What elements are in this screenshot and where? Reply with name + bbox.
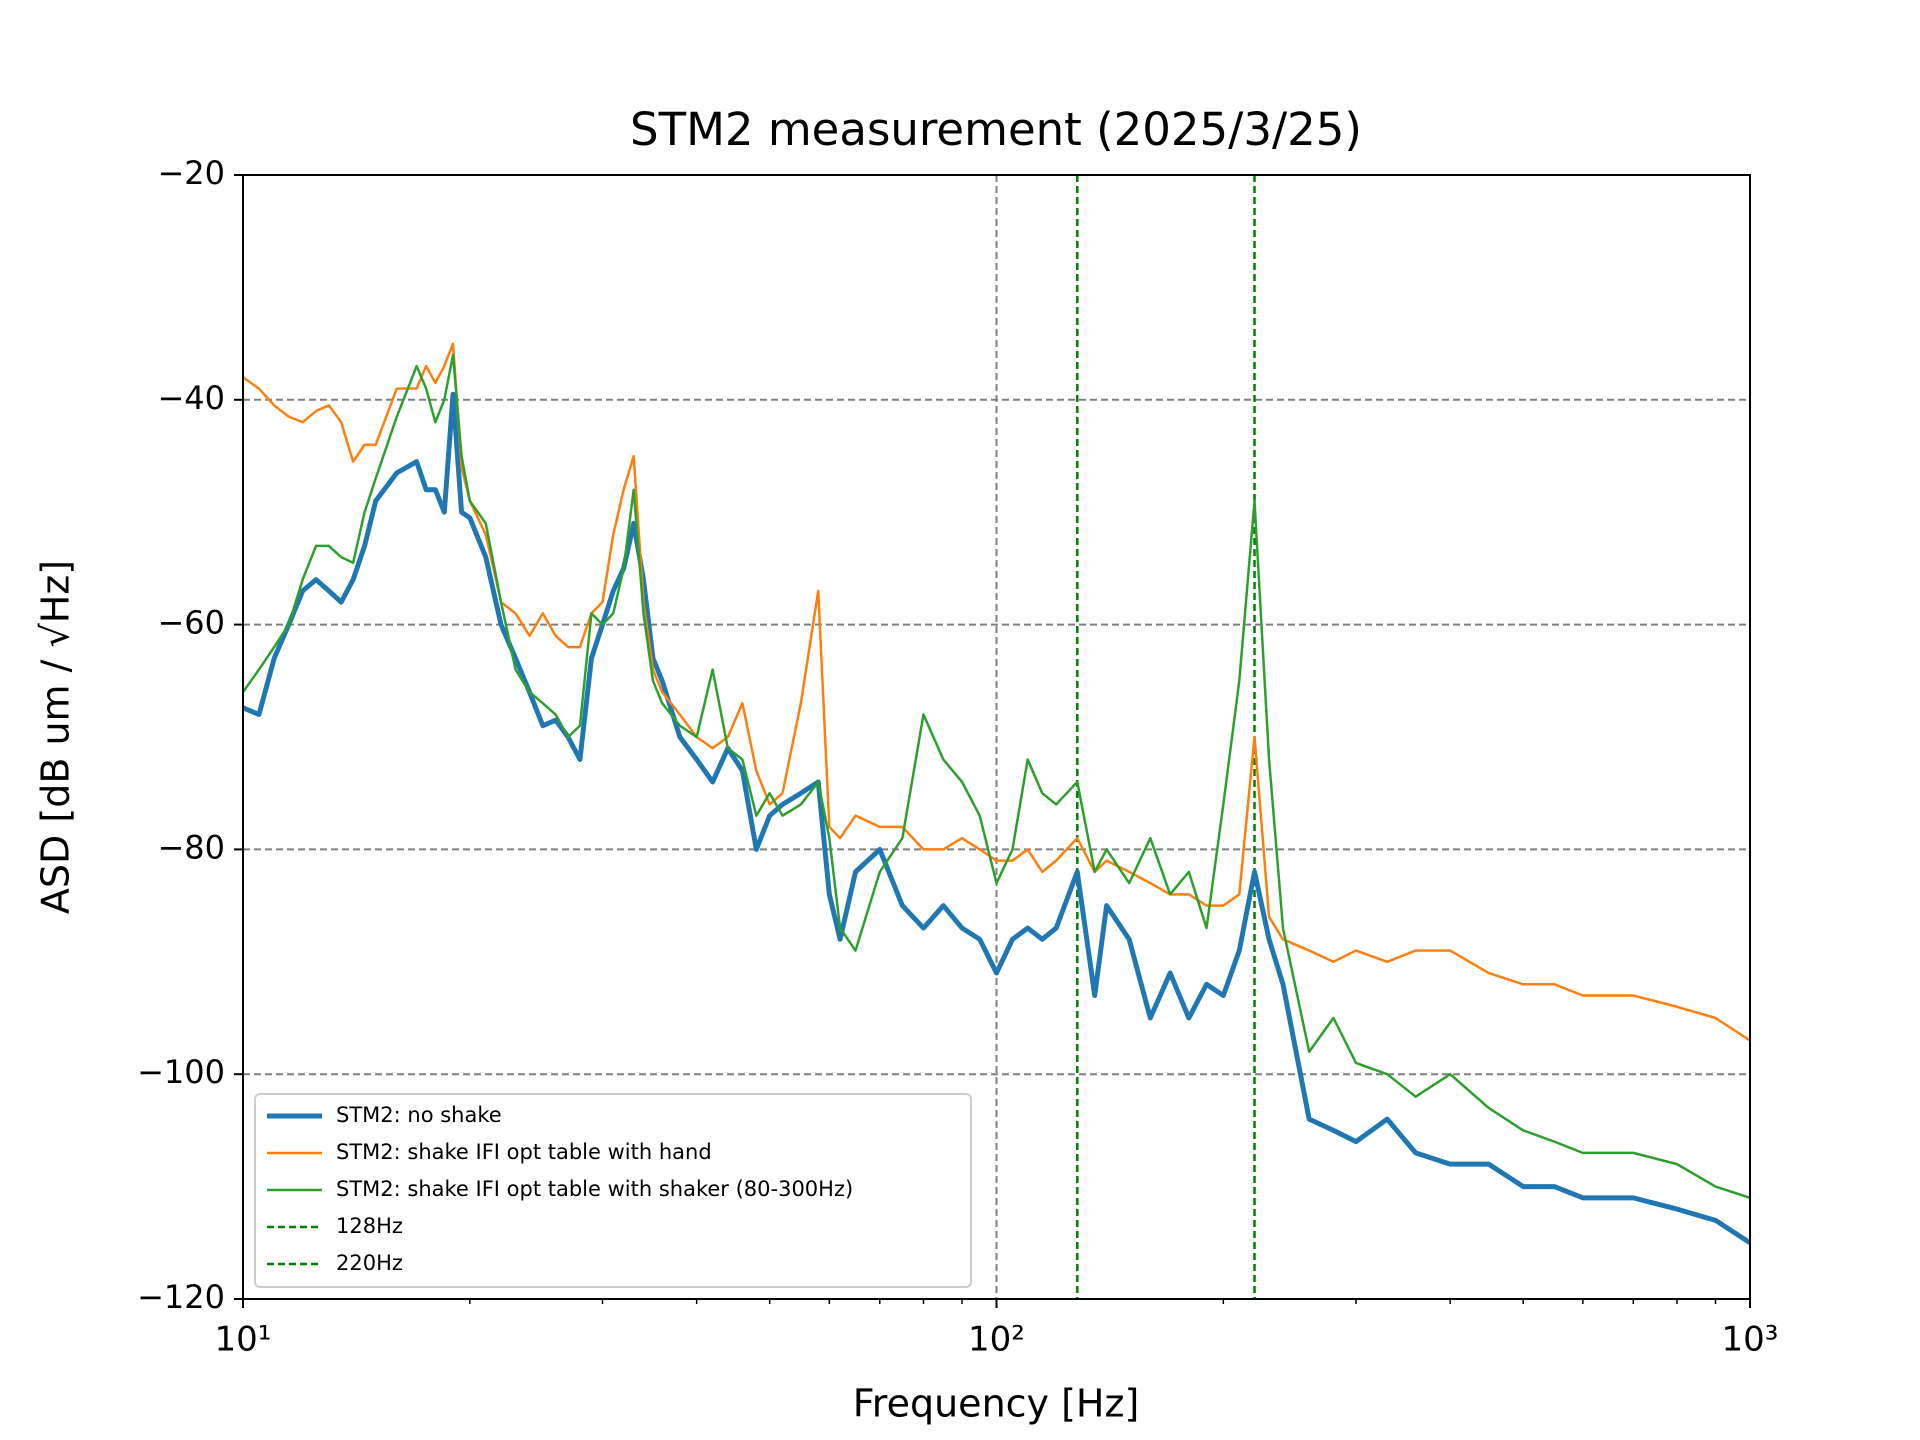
series-line xyxy=(243,391,1750,1245)
y-tick-label: −80 xyxy=(157,828,225,866)
x-tick-label: 10² xyxy=(968,1320,1025,1360)
x-tick-label: 10¹ xyxy=(215,1320,272,1360)
legend-label: 128Hz xyxy=(336,1214,403,1238)
y-tick-label: −40 xyxy=(157,379,225,417)
legend-box xyxy=(254,1093,972,1288)
legend-label: STM2: shake IFI opt table with shaker (8… xyxy=(336,1177,853,1201)
series-line xyxy=(243,353,1750,1200)
y-tick-label: −20 xyxy=(157,154,225,192)
y-axis-label: ASD [dB um / √Hz] xyxy=(34,560,78,914)
legend-label: STM2: no shake xyxy=(336,1103,502,1127)
x-axis-label: Frequency [Hz] xyxy=(853,1382,1140,1426)
chart-title: STM2 measurement (2025/3/25) xyxy=(630,103,1362,156)
y-tick-label: −100 xyxy=(137,1053,225,1091)
series-line xyxy=(243,342,1750,1042)
legend-label: STM2: shake IFI opt table with hand xyxy=(336,1140,712,1164)
y-tick-label: −60 xyxy=(157,604,225,642)
y-tick-label: −120 xyxy=(137,1278,225,1316)
legend-label: 220Hz xyxy=(336,1251,403,1275)
x-tick-label: 10³ xyxy=(1722,1320,1779,1360)
plot-area xyxy=(243,342,1750,1245)
